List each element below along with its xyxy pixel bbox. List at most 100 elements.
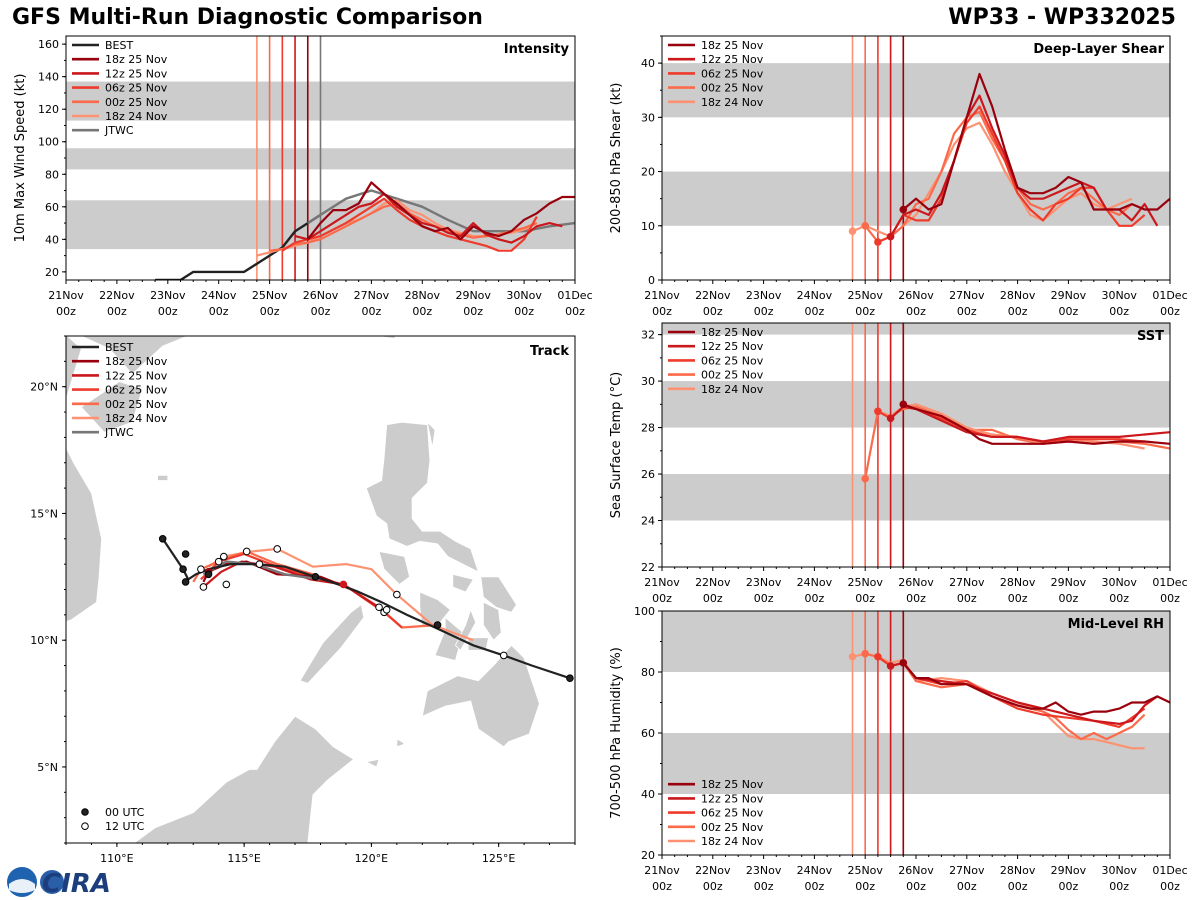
y-tick-label: 140 [38,71,59,84]
legend-label: BEST [105,341,133,354]
legend-label: 18z 25 Nov [105,53,168,66]
best-track-marker [311,573,320,581]
y-tick-label: 80 [45,168,59,181]
y-tick-label: 60 [45,201,59,214]
series-start-marker [899,205,908,214]
x-tick-day-label: 26Nov [898,289,934,302]
x-tick-day-label: 01Dec [1152,864,1187,877]
series-start-marker [848,652,857,661]
series-line-18z-25-nov [902,403,1170,445]
y-tick-label: 22 [641,561,655,574]
x-tick-day-label: 27Nov [949,576,985,589]
series-start-marker [874,652,882,661]
x-tick-day-label: 24Nov [797,289,833,302]
x-tick-day-label: 27Nov [949,864,985,877]
x-tick-hour-label: 00z [158,305,178,318]
legend-label: 00z 25 Nov [701,82,764,95]
series-group [848,649,1170,750]
x-tick-hour-label: 00z [1008,305,1028,318]
x-tick-day-label: 29Nov [1051,289,1087,302]
best-track-marker [204,570,213,579]
legend-label: 00z 25 Nov [701,369,764,382]
track-marker [222,580,231,589]
x-tick-day-label: 22Nov [99,289,135,302]
y-tick-label: 120 [38,103,59,116]
legend-label: JTWC [104,426,134,439]
x-tick-hour-label: 00z [805,880,825,893]
x-tick-hour-label: 00z [703,880,723,893]
series-line-best [155,213,322,280]
x-tick-day-label: 21Nov [644,576,680,589]
legend-label: 18z 24 Nov [105,110,168,123]
lat-tick-label: 15°N [30,507,58,520]
x-tick-hour-label: 00z [565,305,585,318]
x-tick-hour-label: 00z [855,305,875,318]
series-start-marker [861,474,869,483]
shaded-band [662,733,1170,794]
panel-shear: 0 10 20 30 40 21Nov 00z 22Nov 00z 23Nov 00z 24Nov 00… [609,35,1188,318]
x-tick-day-label: 26Nov [898,864,934,877]
samar-land [480,576,517,613]
x-tick-hour-label: 00z [855,880,875,893]
x-tick-day-label: 21Nov [48,289,84,302]
x-tick-hour-label: 00z [754,880,774,893]
masbate-land [452,573,474,593]
x-tick-hour-label: 00z [652,305,672,318]
legend-label: 12z 25 Nov [105,67,168,80]
track-marker [197,565,205,574]
legend-label: 18z 24 Nov [105,412,168,425]
x-tick-day-label: 24Nov [201,289,237,302]
x-tick-hour-label: 00z [1109,592,1129,605]
legend-label: 12z 25 Nov [701,53,764,66]
y-axis-label: 10m Max Wind Speed (kt) [13,74,28,243]
series-line-18z-25-nov [306,181,575,241]
series-start-marker [886,662,895,670]
x-tick-day-label: 30Nov [506,289,542,302]
panel-title: SST [1137,329,1164,344]
x-tick-day-label: 01Dec [1152,289,1187,302]
legend-label: 00z 25 Nov [105,96,168,109]
y-tick-label: 100 [634,605,655,618]
series-group [155,181,575,280]
negros-land [434,616,464,661]
panel-title: Mid-Level RH [1068,617,1164,632]
x-tick-hour-label: 00z [463,305,483,318]
x-tick-day-label: 22Nov [695,289,731,302]
y-tick-label: 80 [641,666,655,679]
x-tick-day-label: 22Nov [695,864,731,877]
best-track-marker [382,605,391,614]
y-tick-label: 32 [641,329,655,342]
x-tick-hour-label: 00z [703,592,723,605]
x-tick-hour-label: 00z [1160,880,1180,893]
track-marker [339,580,348,589]
track-marker [375,603,383,612]
marker-legend-label: 00 UTC [105,806,145,819]
x-tick-day-label: 25Nov [847,289,883,302]
x-tick-day-label: 28Nov [405,289,441,302]
y-tick-label: 60 [641,727,655,740]
luzon-land [365,421,479,573]
y-tick-label: 160 [38,38,59,51]
y-axis-label: Sea Surface Temp (°C) [609,372,624,519]
x-tick-hour-label: 00z [1160,592,1180,605]
legend-label: 00z 25 Nov [105,398,168,411]
x-tick-hour-label: 00z [107,305,127,318]
shaded-band [662,323,1170,335]
series-start-marker [886,232,895,241]
track-marker [242,547,251,556]
shaded-band [662,474,1170,521]
legend-label: 06z 25 Nov [701,807,764,820]
y-tick-label: 0 [648,274,655,287]
x-tick-hour-label: 00z [209,305,229,318]
borneo-land [133,715,355,843]
x-tick-hour-label: 00z [754,305,774,318]
x-tick-hour-label: 00z [1008,592,1028,605]
series-line-06z-25-nov [281,197,538,252]
y-tick-label: 20 [641,166,655,179]
lon-tick-label: 125°E [482,852,515,865]
panel-sst: 22 24 26 28 30 32 21Nov 00z 22Nov 00z 23Nov 00z 24No… [609,322,1188,605]
series-start-marker [899,400,908,409]
lat-tick-label: 5°N [37,761,58,774]
x-tick-day-label: 23Nov [746,289,782,302]
x-tick-day-label: 25Nov [252,289,288,302]
